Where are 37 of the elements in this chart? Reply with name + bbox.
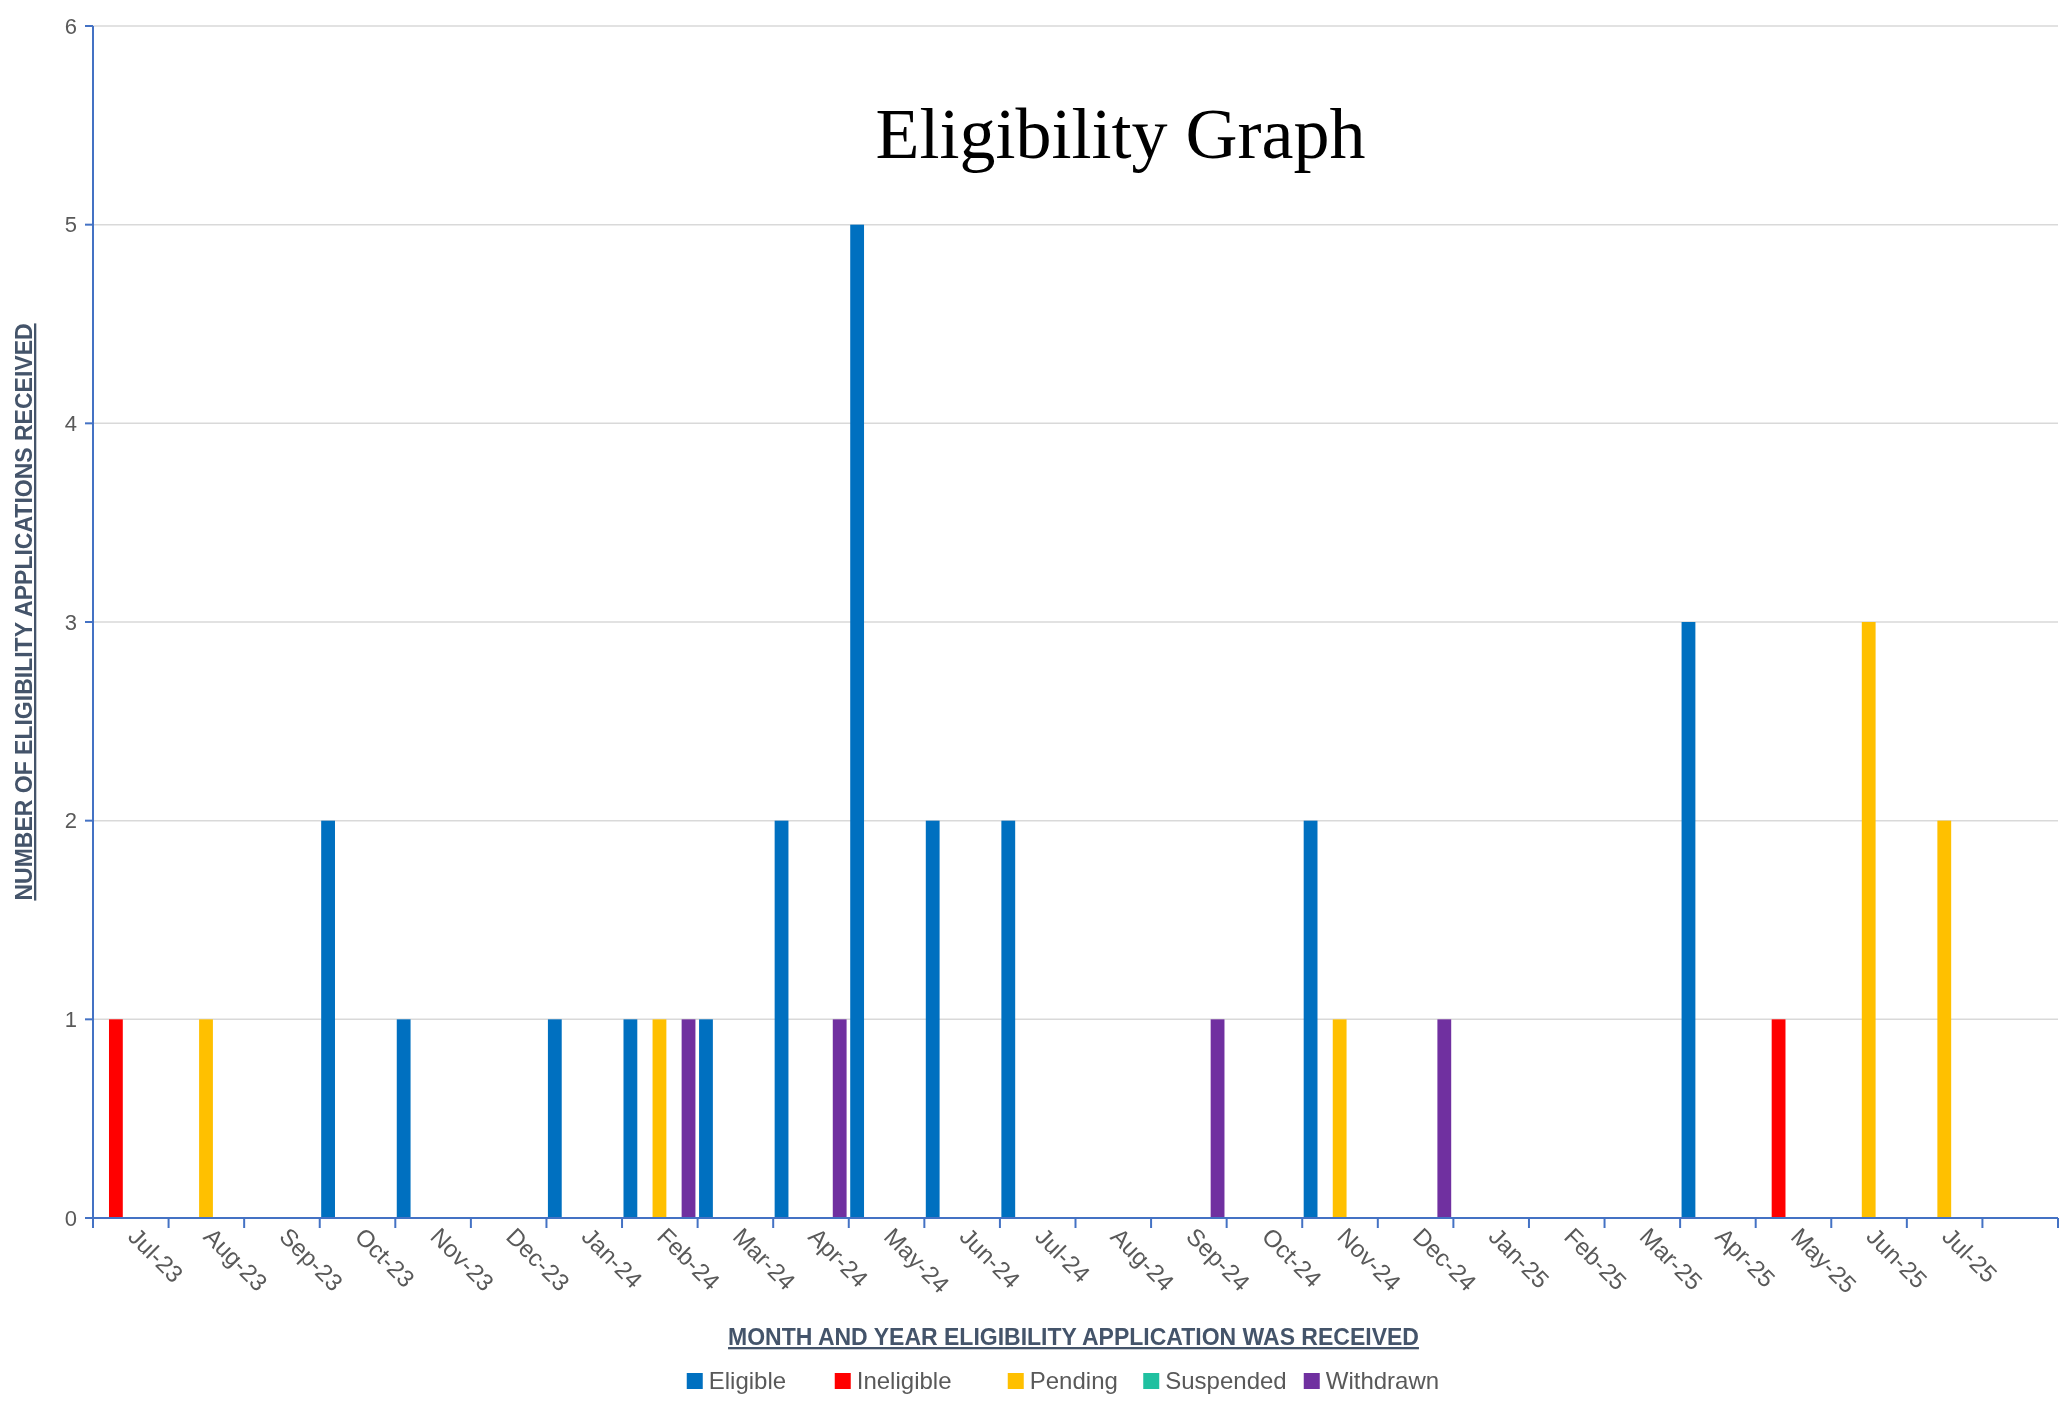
legend-label: Pending xyxy=(1029,1367,1118,1394)
bar xyxy=(1001,820,1016,1218)
text: Eligibility Graph xyxy=(875,94,1366,175)
bar xyxy=(1681,622,1696,1218)
y-tick-label: 2 xyxy=(64,808,77,834)
bar xyxy=(850,224,865,1218)
y-tick-label: 0 xyxy=(64,1205,77,1231)
bar xyxy=(396,1019,411,1218)
y-tick-label: 6 xyxy=(64,13,77,39)
bar xyxy=(1332,1019,1347,1218)
bar xyxy=(623,1019,638,1218)
bar xyxy=(1210,1019,1225,1218)
y-axis-title: NUMBER OF ELIGIBILITY APPLICATIONS RECEIVED xyxy=(11,323,37,901)
bar xyxy=(1937,820,1952,1218)
bar xyxy=(925,820,940,1218)
bar xyxy=(321,820,335,1218)
bar xyxy=(199,1019,213,1218)
bar xyxy=(699,1019,713,1218)
bar xyxy=(832,1019,847,1218)
bar xyxy=(547,1019,562,1218)
x-axis-title: MONTH AND YEAR ELIGIBILITY APPLICATION WAS RECEIVED xyxy=(728,1324,1419,1350)
bar xyxy=(1861,622,1876,1218)
y-tick-label: 4 xyxy=(64,411,77,437)
bar xyxy=(1437,1019,1452,1218)
bar xyxy=(108,1019,123,1218)
y-tick-label: 5 xyxy=(64,212,77,238)
y-tick-label: 3 xyxy=(64,609,77,635)
legend-label: Withdrawn xyxy=(1325,1367,1440,1394)
bar xyxy=(774,820,789,1218)
bar xyxy=(1771,1019,1786,1218)
legend-label: Ineligible xyxy=(856,1367,952,1394)
bar xyxy=(1303,820,1318,1218)
legend-label: Eligible xyxy=(708,1367,787,1394)
bar xyxy=(652,1019,667,1218)
bar xyxy=(681,1019,696,1218)
legend-label: Suspended xyxy=(1165,1367,1287,1394)
y-tick-label: 1 xyxy=(64,1007,77,1033)
